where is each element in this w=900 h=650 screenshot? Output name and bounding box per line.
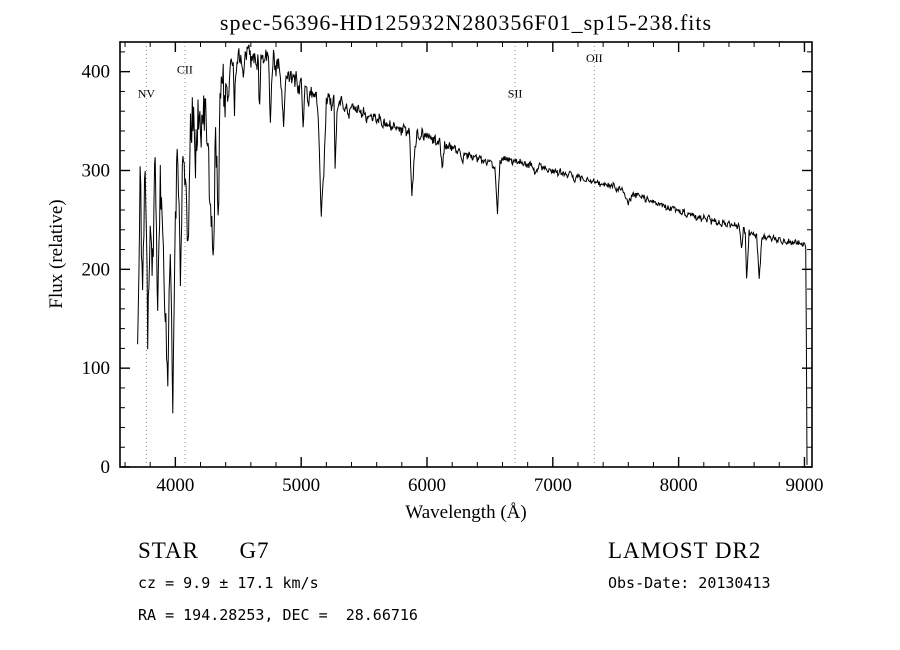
x-axis-label: Wavelength (Å) — [405, 502, 526, 523]
y-tick-label: 400 — [82, 62, 111, 83]
x-tick-label: 9000 — [785, 475, 823, 496]
y-axis-label: Flux (relative) — [46, 199, 67, 308]
y-tick-label: 300 — [82, 160, 111, 181]
spectrum-line — [137, 44, 808, 466]
y-tick-label: 0 — [101, 457, 111, 478]
x-tick-label: 6000 — [408, 475, 446, 496]
spectral-line-label-nv: NV — [138, 86, 156, 100]
x-tick-label: 8000 — [660, 475, 698, 496]
cz-value: cz = 9.9 ± 17.1 km/s — [138, 574, 319, 592]
spectral-line-label-oii: OII — [586, 51, 603, 65]
survey-label: LAMOST DR2 — [608, 538, 762, 563]
x-tick-label: 7000 — [534, 475, 572, 496]
y-tick-label: 200 — [82, 259, 111, 280]
spectral-line-label-cii: CII — [177, 63, 193, 77]
x-tick-label: 4000 — [156, 475, 194, 496]
obs-date-value: Obs-Date: 20130413 — [608, 574, 771, 592]
plot-frame — [119, 41, 813, 468]
spectrum-chart: spec-56396-HD125932N280356F01_sp15-238.f… — [46, 10, 823, 523]
ra-dec-value: RA = 194.28253, DEC = 28.66716 — [138, 606, 418, 624]
y-tick-label: 100 — [82, 358, 111, 379]
chart-title: spec-56396-HD125932N280356F01_sp15-238.f… — [220, 10, 712, 35]
x-tick-label: 5000 — [282, 475, 320, 496]
spectral-line-label-sii: SII — [508, 86, 523, 100]
object-class-label: STAR G7 — [138, 538, 270, 563]
